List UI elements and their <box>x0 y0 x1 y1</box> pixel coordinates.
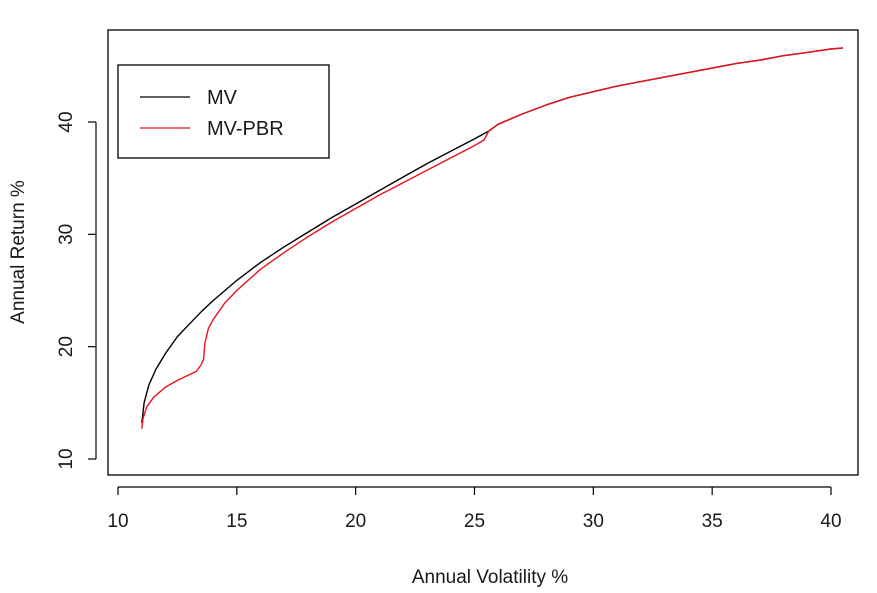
y-tick-label: 20 <box>56 336 77 357</box>
x-tick-label: 15 <box>226 511 247 532</box>
x-tick-label: 40 <box>820 511 841 532</box>
x-axis: 10 15 20 25 30 35 40 <box>107 486 842 532</box>
legend-label-mv-pbr: MV-PBR <box>207 118 284 140</box>
x-tick-label: 35 <box>702 511 723 532</box>
x-tick-label: 30 <box>583 511 604 532</box>
x-tick-label: 10 <box>107 511 128 532</box>
x-tick-label: 20 <box>345 511 366 532</box>
x-axis-title: Annual Volatility % <box>412 567 568 588</box>
y-tick-label: 10 <box>56 448 77 469</box>
x-tick-label: 25 <box>464 511 485 532</box>
y-tick-label: 30 <box>56 224 77 245</box>
y-tick-label: 40 <box>56 111 77 132</box>
legend-label-mv: MV <box>207 87 238 109</box>
legend-box <box>117 64 330 159</box>
legend: MV MV-PBR <box>117 64 330 159</box>
y-axis-title: Annual Return % <box>8 180 29 324</box>
series-line-mv-pbr <box>141 47 843 429</box>
series-layer <box>141 47 843 429</box>
plot-frame <box>107 29 859 476</box>
y-axis: 10 20 30 40 <box>56 111 97 470</box>
